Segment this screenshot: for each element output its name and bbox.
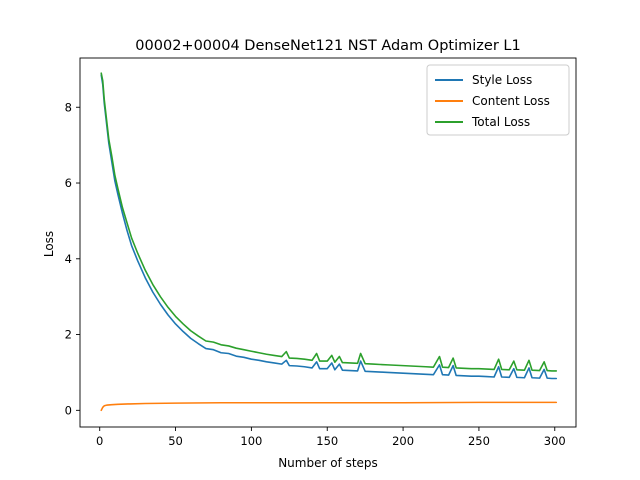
- legend-box: [426, 64, 570, 136]
- x-tick-label: 300: [544, 434, 566, 448]
- x-tick-label: 50: [168, 434, 183, 448]
- legend-label-total-loss: Total Loss: [471, 115, 530, 129]
- series-line-style-loss: [100, 74, 558, 380]
- legend: Style Loss Content Loss Total Loss: [426, 64, 570, 136]
- chart-title: 00002+00004 DenseNet121 NST Adam Optimiz…: [135, 38, 520, 54]
- y-tick-label: 8: [65, 100, 72, 114]
- series-line-total-loss: [100, 72, 558, 372]
- x-axis-label: Number of steps: [278, 456, 378, 470]
- series-line-content-loss: [100, 401, 558, 412]
- y-axis: 0 2 4 6 8: [65, 100, 80, 417]
- plot-area: [79, 57, 577, 428]
- legend-label-style-loss: Style Loss: [472, 73, 532, 87]
- x-tick-label: 200: [392, 434, 414, 448]
- y-tick-label: 0: [65, 403, 72, 417]
- x-tick-label: 0: [96, 434, 103, 448]
- y-axis-label: Loss: [42, 231, 56, 257]
- x-tick-label: 100: [240, 434, 262, 448]
- y-tick-label: 6: [65, 176, 72, 190]
- plot-frame: [79, 57, 577, 428]
- y-tick-label: 4: [65, 252, 72, 266]
- x-axis: 0 50 100 150 200 250 300: [96, 427, 566, 448]
- y-tick-label: 2: [65, 328, 72, 342]
- x-tick-label: 150: [316, 434, 338, 448]
- x-tick-label: 250: [468, 434, 490, 448]
- legend-label-content-loss: Content Loss: [472, 94, 550, 108]
